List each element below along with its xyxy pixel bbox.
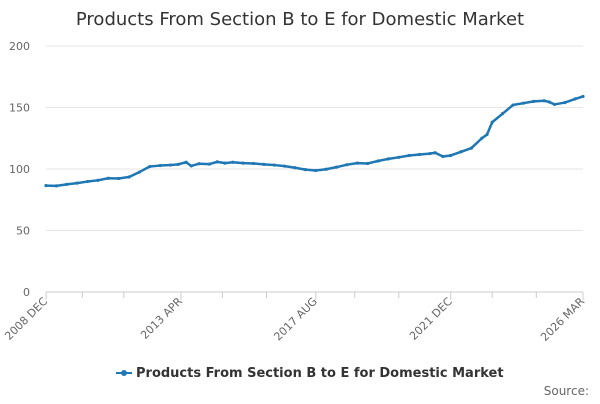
y-axis: 0 50 100 150 200 bbox=[9, 40, 30, 299]
data-point bbox=[542, 99, 546, 103]
data-point bbox=[500, 112, 505, 116]
data-point bbox=[96, 178, 100, 182]
data-point bbox=[552, 102, 557, 107]
gridlines bbox=[46, 45, 583, 231]
data-point bbox=[441, 154, 445, 159]
data-point bbox=[573, 97, 577, 101]
data-point bbox=[480, 136, 484, 140]
data-point bbox=[532, 99, 536, 103]
data-point bbox=[428, 152, 432, 156]
source-label: Source: bbox=[544, 384, 589, 398]
x-tick-label: 2008 DEC bbox=[2, 295, 50, 343]
data-point bbox=[521, 101, 525, 105]
x-axis: 2008 DEC 2013 APR 2017 AUG 2021 DEC 2026 MAR bbox=[2, 291, 587, 344]
data-point bbox=[127, 175, 131, 179]
y-tick-label: 50 bbox=[16, 225, 30, 238]
legend-entry-label: Products From Section B to E for Domesti… bbox=[136, 366, 504, 381]
data-point bbox=[197, 162, 201, 166]
data-point bbox=[168, 163, 173, 167]
data-point bbox=[106, 176, 110, 180]
data-point bbox=[449, 153, 453, 158]
data-point bbox=[547, 100, 551, 104]
legend-point-marker bbox=[121, 370, 127, 376]
x-tick-label: 2013 APR bbox=[138, 295, 185, 342]
x-tick-label: 2017 AUG bbox=[271, 295, 320, 344]
data-point bbox=[303, 168, 308, 172]
data-point bbox=[293, 166, 297, 170]
data-point bbox=[459, 150, 463, 154]
data-point bbox=[184, 160, 188, 164]
data-point bbox=[345, 163, 349, 167]
data-point bbox=[148, 164, 152, 169]
data-point bbox=[376, 159, 380, 163]
data-point bbox=[223, 161, 227, 165]
y-tick-label: 100 bbox=[9, 163, 30, 176]
series-group bbox=[44, 94, 585, 188]
data-point bbox=[44, 184, 48, 188]
data-point bbox=[262, 162, 266, 166]
data-point bbox=[176, 162, 180, 166]
data-point bbox=[251, 161, 256, 166]
chart-title: Products From Section B to E for Domesti… bbox=[76, 9, 524, 30]
data-point bbox=[272, 163, 276, 167]
data-point bbox=[314, 168, 318, 173]
data-point bbox=[355, 161, 359, 165]
series-line bbox=[44, 95, 585, 188]
data-point bbox=[85, 179, 90, 184]
x-tick-label: 2026 MAR bbox=[538, 295, 587, 344]
data-point bbox=[485, 132, 489, 137]
data-point bbox=[117, 176, 121, 181]
data-point bbox=[137, 170, 141, 174]
x-tick-label: 2021 DEC bbox=[407, 295, 455, 343]
data-point bbox=[158, 163, 162, 168]
data-point bbox=[563, 100, 567, 105]
data-point bbox=[189, 164, 193, 168]
data-point bbox=[65, 182, 69, 186]
data-point bbox=[407, 153, 411, 158]
y-tick-label: 150 bbox=[9, 102, 30, 115]
data-point bbox=[581, 94, 585, 99]
data-point bbox=[511, 103, 515, 107]
data-point bbox=[386, 157, 391, 161]
y-tick-label: 0 bbox=[23, 286, 30, 299]
data-point bbox=[366, 161, 370, 166]
data-point bbox=[334, 165, 339, 169]
data-point bbox=[433, 151, 437, 155]
data-point bbox=[231, 160, 235, 164]
legend[interactable]: Products From Section B to E for Domesti… bbox=[116, 366, 504, 381]
data-point bbox=[469, 146, 474, 150]
data-point bbox=[241, 161, 245, 165]
data-point bbox=[417, 152, 422, 157]
data-point bbox=[490, 120, 494, 124]
y-tick-label: 200 bbox=[9, 40, 30, 53]
data-point bbox=[283, 164, 287, 168]
data-point bbox=[75, 181, 79, 185]
data-point bbox=[215, 160, 219, 164]
data-point bbox=[207, 162, 212, 166]
data-point bbox=[397, 155, 401, 159]
data-point bbox=[324, 167, 328, 171]
data-point bbox=[54, 184, 58, 188]
